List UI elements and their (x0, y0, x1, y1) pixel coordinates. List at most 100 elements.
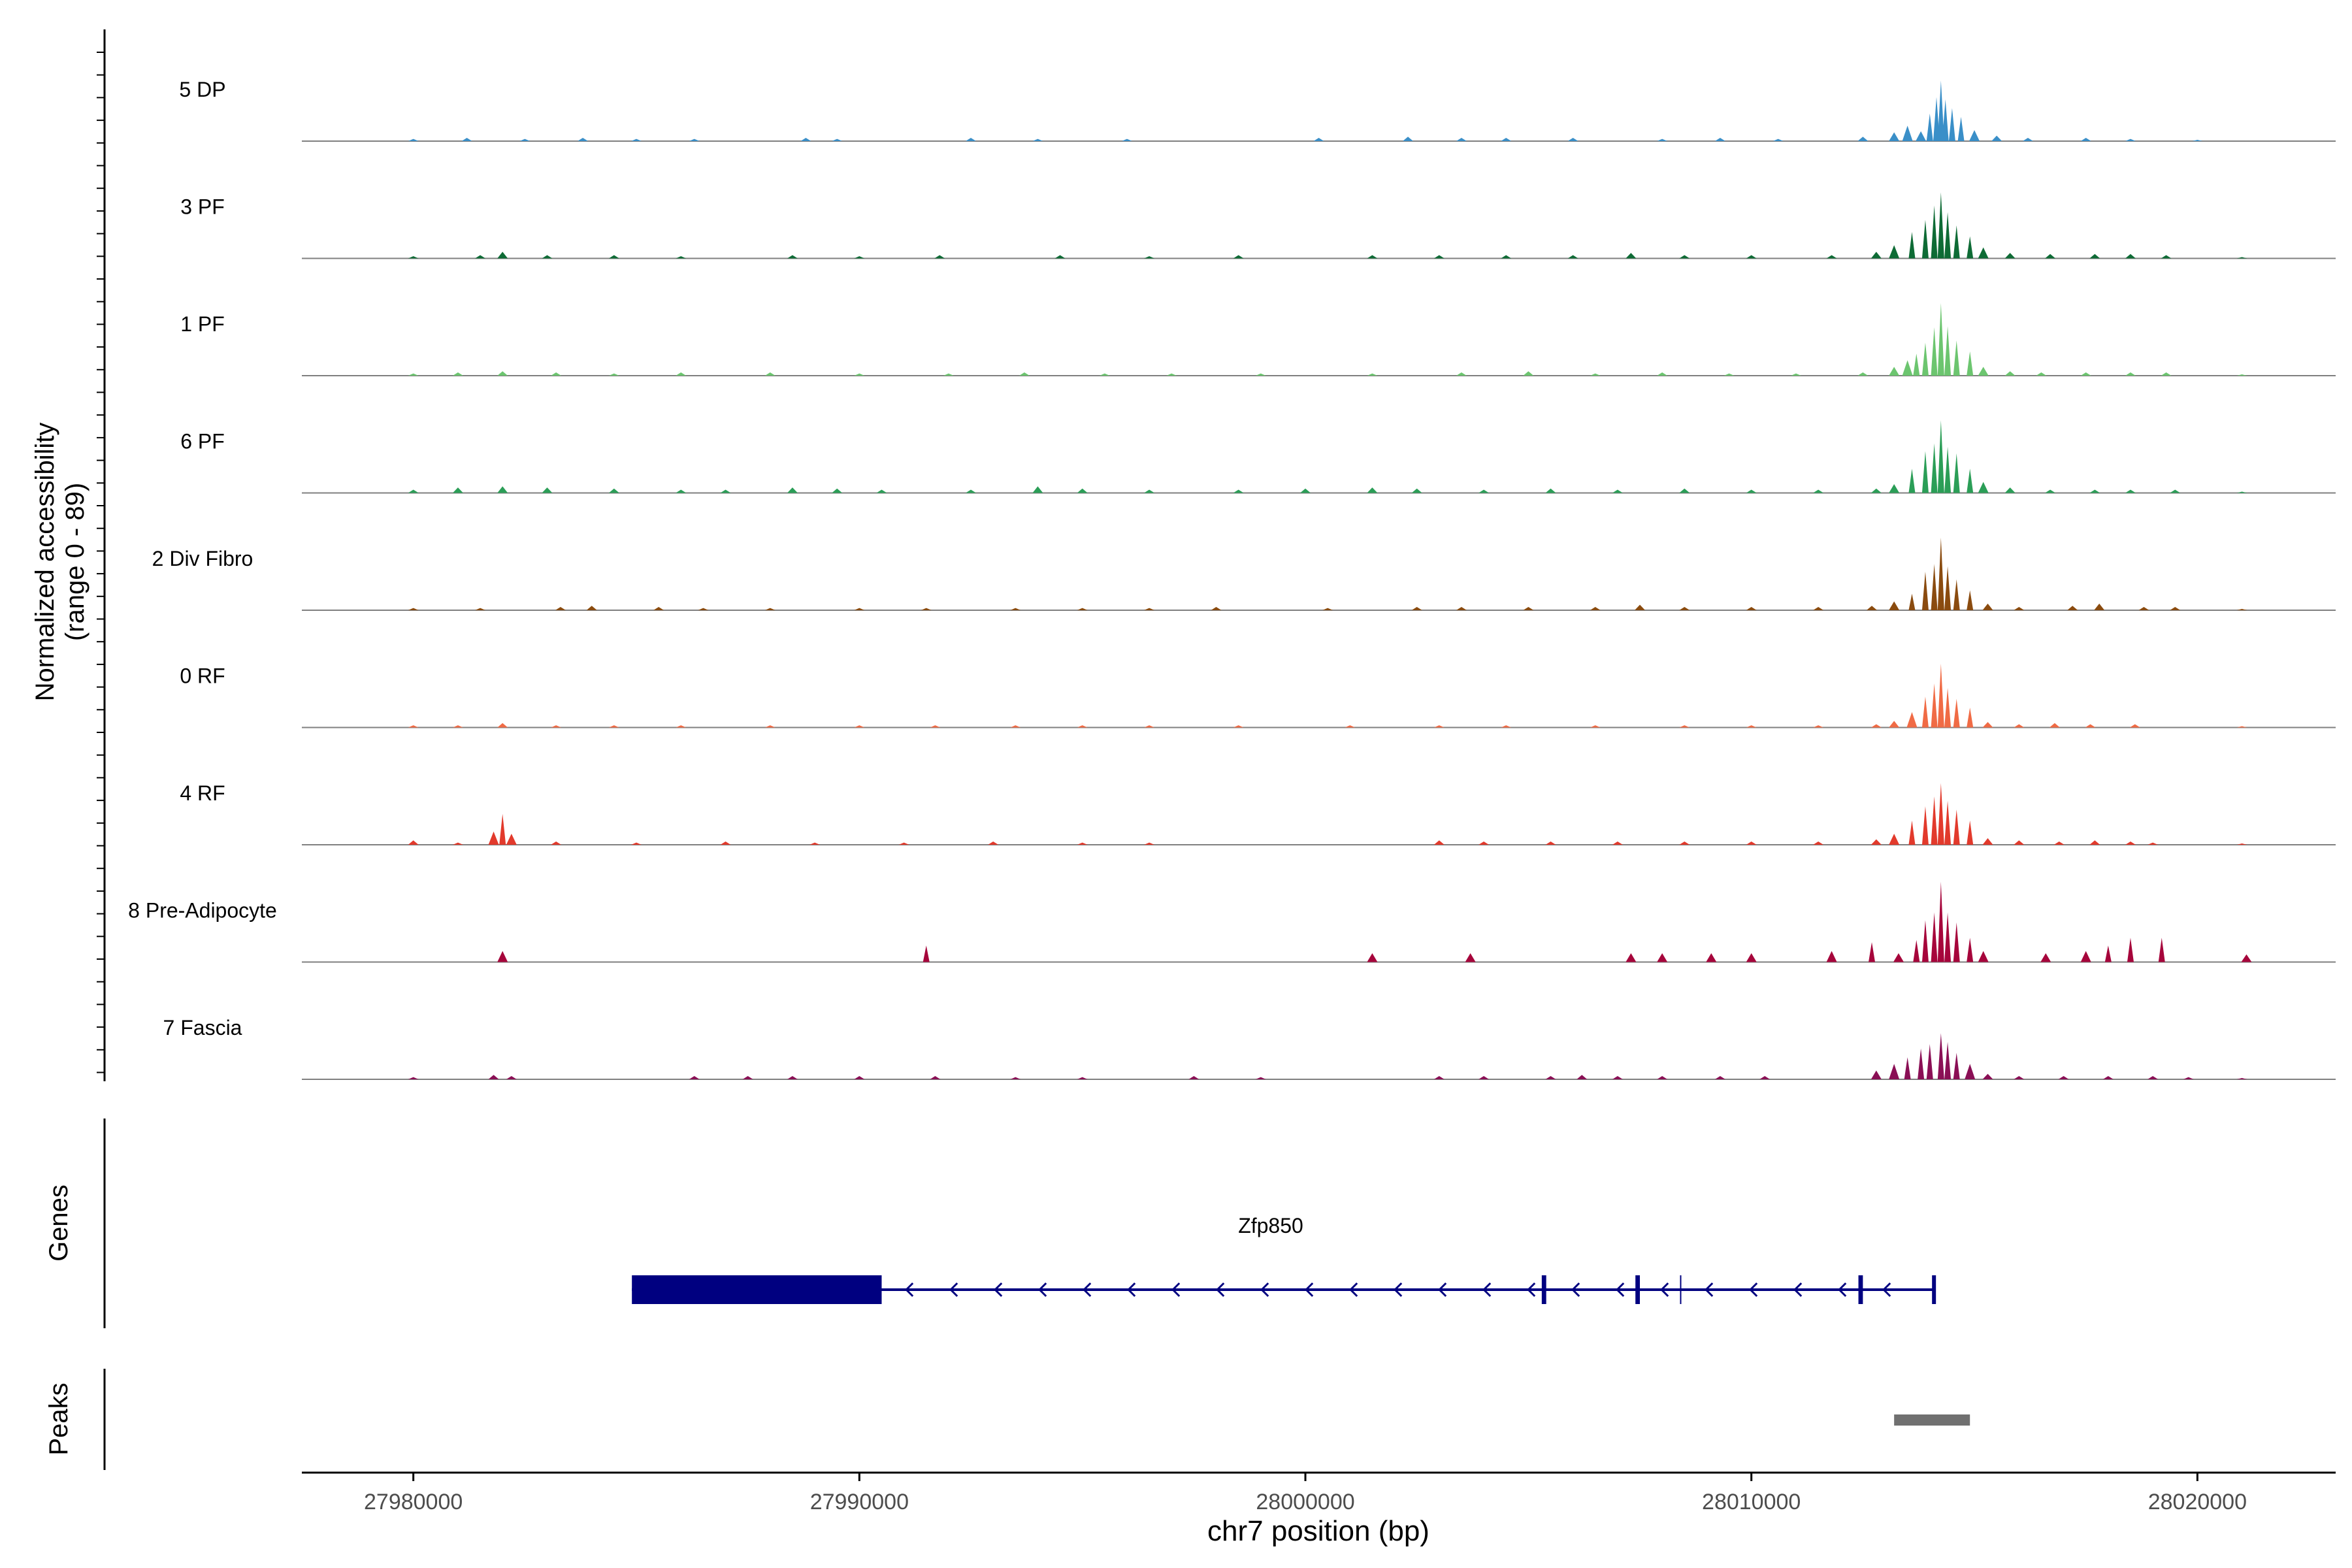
coverage-point (1937, 881, 1944, 962)
coverage-point (1233, 725, 1244, 728)
coverage-point (1921, 342, 1929, 376)
coverage-point (1902, 125, 1913, 141)
coverage-point (1657, 953, 1668, 962)
strand-arrow (1482, 1282, 1492, 1298)
coverage-point (698, 608, 709, 610)
x-axis-title: chr7 position (bp) (1207, 1515, 1429, 1547)
coverage-point (1978, 367, 1989, 376)
coverage-point (742, 1075, 753, 1079)
coverage-point (1077, 608, 1088, 610)
coverage-point (1889, 834, 1900, 845)
track-2-div-fibro: 2 Div Fibro (152, 537, 2336, 611)
coverage-point (1937, 1033, 1944, 1079)
coverage-point (832, 139, 843, 141)
coverage-point (555, 606, 566, 610)
coverage-point (2127, 938, 2134, 962)
coverage-point (452, 842, 463, 845)
coverage-point (1144, 256, 1155, 259)
track-label: 2 Div Fibro (152, 547, 253, 570)
coverage-point (1870, 252, 1882, 259)
coverage-point (1465, 953, 1476, 962)
coverage-point (499, 813, 506, 845)
coverage-point (2089, 840, 2100, 845)
coverage-point (1545, 841, 1556, 845)
coverage-point (578, 137, 589, 141)
track-label: 8 Pre-Adipocyte (128, 899, 277, 923)
strand-arrow (905, 1282, 914, 1298)
coverage-point (1545, 488, 1556, 493)
coverage-point (809, 842, 821, 845)
coverage-point (608, 255, 619, 259)
coverage-point (1902, 360, 1913, 376)
coverage-point (1953, 809, 1960, 845)
coverage-point (2045, 253, 2056, 259)
coverage-point (1144, 842, 1155, 845)
coverage-point (1982, 838, 1993, 845)
coverage-point (854, 608, 865, 610)
coverage-point (1967, 590, 1974, 610)
coverage-point (1255, 373, 1266, 376)
coverage-point (1144, 608, 1155, 610)
coverage-point (787, 487, 798, 493)
coverage-point (1953, 453, 1960, 493)
coverage-point (2067, 606, 2078, 610)
coverage-point (1478, 489, 1490, 493)
coverage-point (1867, 606, 1878, 610)
coverage-point (408, 1077, 419, 1079)
coverage-point (1144, 489, 1155, 493)
coverage-point (497, 371, 508, 376)
coverage-point (1746, 606, 1757, 610)
coverage-point (930, 725, 941, 728)
coverage-point (2236, 257, 2247, 259)
coverage-point (1937, 663, 1944, 728)
coverage-point (1953, 922, 1960, 962)
coverage-point (2241, 954, 2252, 962)
coverage-point (497, 252, 508, 259)
coverage-point (2085, 724, 2096, 728)
coverage-point (2170, 606, 2181, 610)
coverage-point (934, 255, 945, 259)
track-label: 3 PF (180, 195, 225, 219)
strand-arrow (1438, 1282, 1447, 1298)
coverage-point (475, 608, 486, 610)
coverage-point (1054, 255, 1066, 259)
coverage-point (1144, 725, 1155, 728)
strand-arrow (1127, 1282, 1136, 1298)
coverage-point (2040, 953, 2051, 962)
peak-region (1894, 1414, 1970, 1426)
strand-arrow (1571, 1282, 1580, 1298)
coverage-point (1567, 255, 1578, 259)
coverage-point (966, 137, 977, 141)
coverage-point (631, 842, 642, 845)
coverage-point (1567, 137, 1578, 141)
coverage-point (497, 723, 508, 728)
coverage-point (475, 255, 486, 259)
coverage-point (2125, 841, 2136, 845)
coverage-point (2236, 843, 2247, 845)
coverage-point (1790, 373, 1801, 376)
coverage-point (2236, 374, 2247, 376)
coverage-point (1918, 1048, 1925, 1079)
track-7-fascia: 7 Fascia (163, 1016, 2336, 1080)
coverage-point (943, 373, 954, 376)
coverage-point (1921, 806, 1929, 845)
track-label: 4 RF (180, 781, 225, 805)
coverage-point (1967, 351, 1974, 376)
coverage-point (1367, 953, 1378, 962)
strand-arrow (1394, 1282, 1403, 1298)
coverage-point (930, 1075, 941, 1079)
coverage-point (1714, 137, 1725, 141)
coverage-point (2089, 489, 2100, 493)
genes-panel: Genes Zfp850 (44, 1119, 1936, 1328)
peak-regions (1894, 1414, 1970, 1426)
coverage-point (832, 488, 843, 493)
gene-exon (1858, 1275, 1863, 1304)
coverage-point (689, 139, 700, 141)
coverage-point (461, 137, 472, 141)
coverage-point (551, 725, 562, 728)
coverage-point (1870, 1070, 1882, 1079)
coverage-point (1166, 373, 1177, 376)
coverage-point (1456, 372, 1467, 376)
coverage-point (488, 831, 499, 845)
